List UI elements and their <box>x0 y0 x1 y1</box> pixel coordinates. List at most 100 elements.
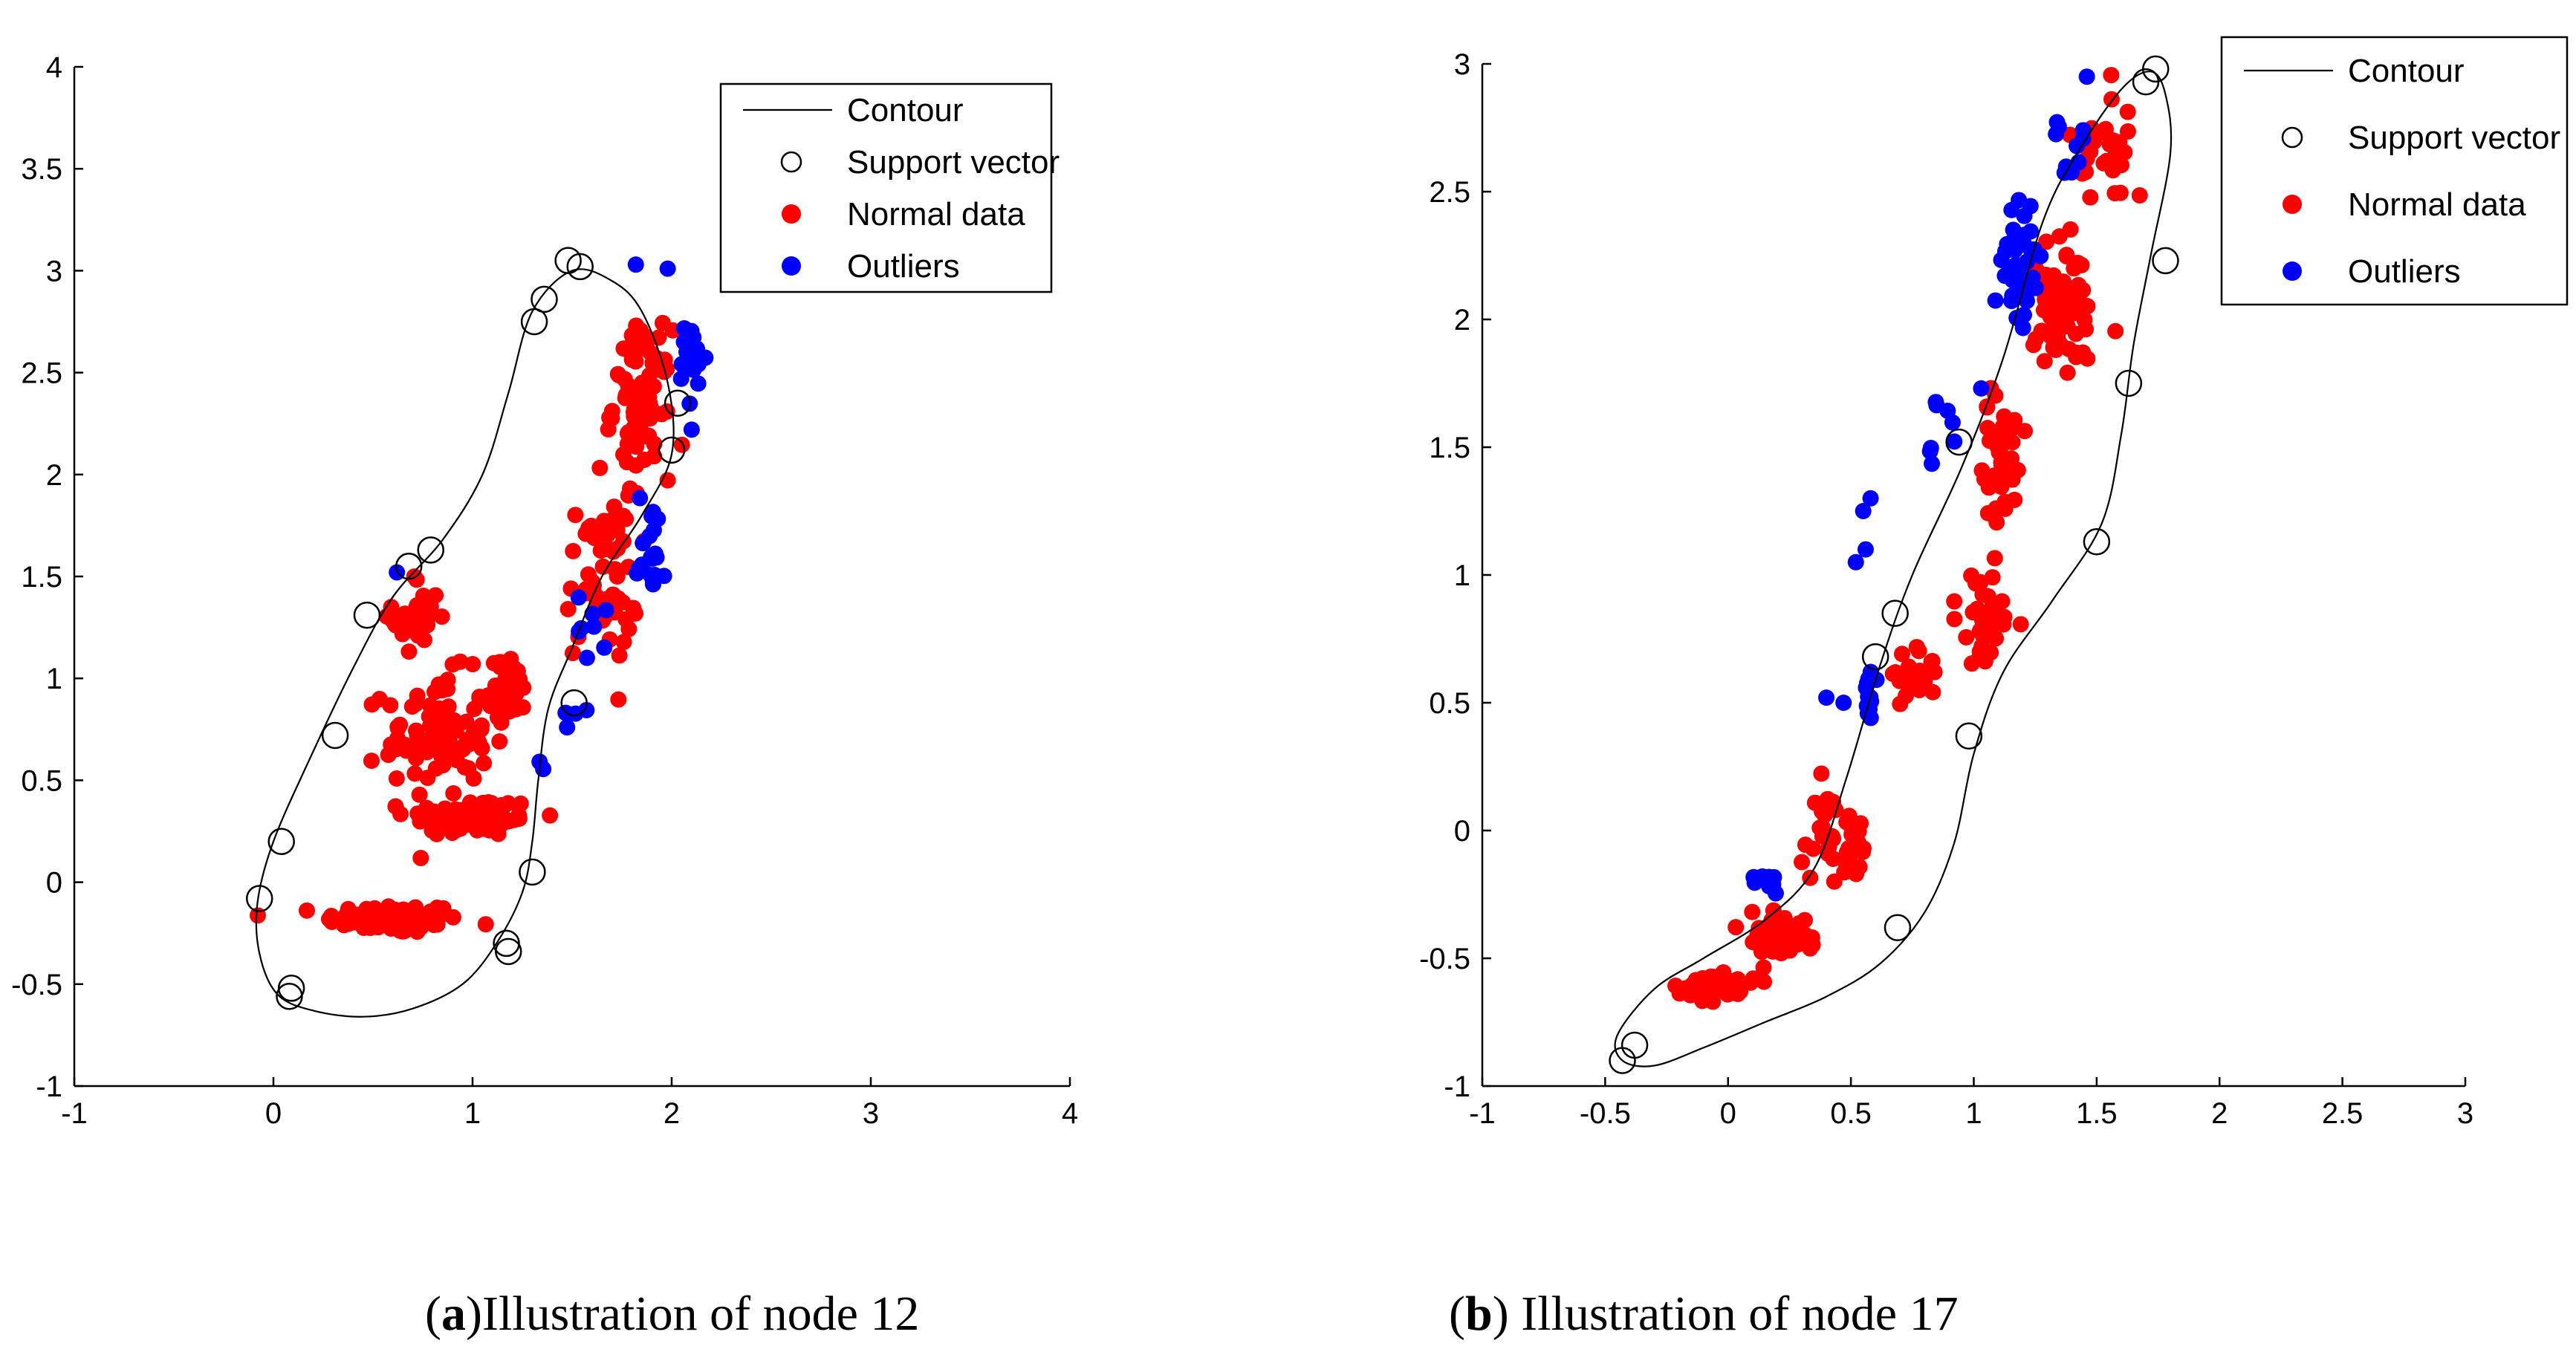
panel-a-normal-point <box>409 805 426 822</box>
panel-b-normal-point <box>2038 233 2055 250</box>
panel-b-outlier-point <box>2032 247 2049 264</box>
panel-a-normal-point <box>567 507 584 524</box>
panel-a-y-tick-label: -1 <box>36 1070 62 1103</box>
panel-a-normal-point <box>409 742 426 759</box>
panel-b-normal-point <box>1687 972 1704 989</box>
panel-a-support-vector <box>276 983 303 1010</box>
panel-a-normal-point <box>419 770 436 787</box>
panel-a-support-vector <box>267 828 295 855</box>
panel-b-outlier-point <box>1847 553 1864 571</box>
panel-b-normal-point <box>1986 550 2003 567</box>
panel-a-normal-point <box>641 394 658 412</box>
panel-b-x-tick-label: 1 <box>1965 1097 1982 1130</box>
panel-b-normal-point <box>1908 639 1925 656</box>
panel-a-support-vector <box>520 308 548 336</box>
panel-b-normal-point <box>1996 500 2014 517</box>
panel-a-normal-point <box>394 911 411 928</box>
panel-a-y-tick-label: 2.5 <box>21 357 62 390</box>
panel-a-outlier-point <box>570 589 587 606</box>
panel-b-outlier-point <box>1946 433 1963 450</box>
panel-b-legend-normal-marker <box>2283 195 2302 214</box>
panel-a-normal-point <box>606 511 623 528</box>
panel-a-support-vector <box>664 389 692 417</box>
panel-a-x-tick-label: 4 <box>1062 1097 1078 1130</box>
panel-a-normal-point <box>542 807 559 824</box>
panel-a-outlier-point <box>627 256 644 273</box>
panel-b-outlier-point <box>1922 440 1939 457</box>
panel-a-y-tick-label: 3 <box>46 255 62 287</box>
panel-b-outlier-point <box>1818 689 1835 706</box>
panel-b-normal-point <box>2004 434 2021 451</box>
panel-b-outlier-point <box>2016 236 2033 253</box>
panel-a-legend-label: Normal data <box>847 196 1025 233</box>
panel-a-x-tick-label: 1 <box>464 1097 481 1130</box>
panel-b-normal-point <box>2059 364 2076 381</box>
panel-a-normal-point <box>515 679 532 696</box>
panel-b-normal-point <box>1717 974 1734 991</box>
panel-a-y-tick-label: 1 <box>46 663 62 695</box>
panel-a-normal-point <box>383 736 400 753</box>
panel-a-x-tick-label: 0 <box>265 1097 282 1130</box>
panel-b-normal-point <box>1727 919 1745 936</box>
panel-b-outlier-point <box>2048 126 2065 143</box>
panel-a-normal-point <box>456 758 473 776</box>
panel-b-legend-label: Support vector <box>2348 120 2560 156</box>
panel-a-support-vector <box>658 436 686 464</box>
panel-a-normal-point <box>673 436 690 453</box>
panel-b-legend: Contour Support vector Normal data Outliers <box>2220 36 2569 306</box>
panel-b-legend-sv-marker <box>2281 126 2303 149</box>
panel-b-normal-point <box>1988 610 2005 627</box>
panel-b-normal-point <box>1946 593 1963 610</box>
panel-b-outlier-point <box>1746 874 1763 891</box>
panel-a-normal-point <box>627 353 644 370</box>
panel-b-outlier-point <box>2011 192 2028 209</box>
panel-b-x-tick-label: 2 <box>2211 1097 2228 1130</box>
panel-a-outlier-point <box>584 605 601 623</box>
panel-a-normal-point <box>445 785 462 802</box>
panel-b-normal-point <box>2068 348 2085 365</box>
panel-a-chart: -1 0 1 2 3 4 -1 -0.5 0 0.5 1 1.5 2 2.5 3 3.5 4 Contour Sup… <box>11 51 1078 1130</box>
panel-a-y-tick-label: 0 <box>46 867 62 900</box>
panel-a-normal-point <box>411 786 428 803</box>
panel-b-outlier-point <box>2022 223 2039 240</box>
panel-b-normal-point <box>2049 331 2066 348</box>
panel-a-normal-point <box>395 620 412 637</box>
panel-a-normal-point <box>396 736 413 753</box>
panel-a-outlier-point <box>697 349 714 366</box>
panel-a-normal-point <box>618 454 635 471</box>
panel-a-outlier-point <box>649 510 666 527</box>
panel-a-normal-point <box>400 643 418 660</box>
panel-a-normal-point <box>603 403 620 420</box>
panel-b-normal-point <box>1946 611 1963 628</box>
panel-a-normal-point <box>635 428 652 445</box>
panel-a-x-tick-label: -1 <box>61 1097 88 1130</box>
panel-a-outlier-point <box>682 342 699 360</box>
panel-a-outlier-point <box>573 620 590 637</box>
panel-b-y-tick-label: 1 <box>1454 559 1470 592</box>
panel-b-normal-point <box>1802 940 1819 957</box>
panel-b-legend-box <box>2220 36 2569 306</box>
panel-a-legend-label: Support vector <box>847 144 1060 181</box>
panel-b-outlier-point <box>2048 114 2066 131</box>
panel-b-normal-point <box>1813 765 1830 782</box>
panel-a-normal-point <box>505 660 522 677</box>
panel-b-normal-point <box>1823 828 1840 845</box>
panel-a-normal-point <box>615 340 632 357</box>
panel-b-normal-point <box>2119 123 2136 140</box>
panel-a-normal-point <box>580 519 597 536</box>
panel-a-outlier-point <box>597 602 614 619</box>
panel-a-y-tick-label: -0.5 <box>11 969 62 1001</box>
panel-a-outlier-point <box>648 549 665 566</box>
panel-a-normal-point <box>323 913 340 930</box>
panel-b-x-tick-label: 1.5 <box>2076 1097 2118 1130</box>
panel-b-normal-point <box>1826 873 1843 890</box>
panel-a-normal-point <box>388 770 405 787</box>
panel-a-y-tick-label: 2 <box>46 459 62 492</box>
panel-b-normal-point <box>2104 162 2121 179</box>
panel-a-legend: Contour Support vector Normal data Outliers <box>719 82 1060 293</box>
panel-a-support-vector <box>417 536 444 564</box>
panel-a-legend-normal-marker <box>782 204 801 224</box>
panel-b-support-vector <box>1884 914 1912 941</box>
panel-b-outlier-point <box>2001 260 2018 277</box>
